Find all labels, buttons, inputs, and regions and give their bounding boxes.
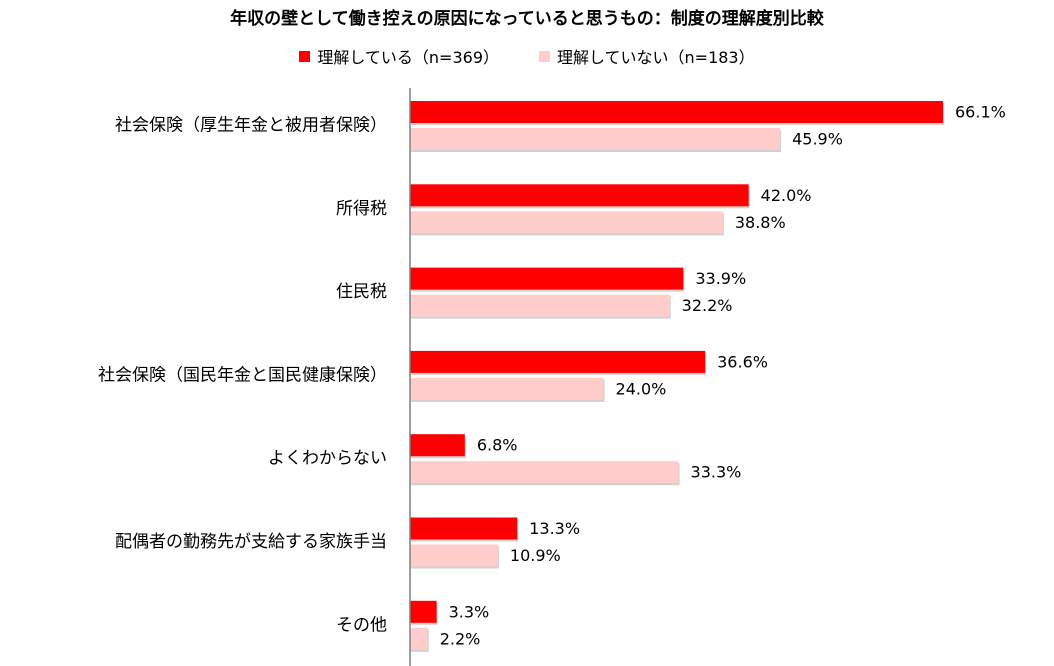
data-label: 32.2% [682, 296, 733, 315]
legend-swatch-understand [299, 50, 311, 62]
data-label: 2.2% [440, 629, 481, 648]
category-label: 所得税 [336, 199, 387, 219]
data-label: 33.9% [695, 269, 746, 288]
data-label: 45.9% [792, 130, 843, 149]
bar-not-understand [410, 627, 428, 650]
legend: 理解している（n=369） 理解していない（n=183） [0, 44, 1054, 68]
legend-swatch-not-understand [539, 50, 550, 62]
data-label: 24.0% [616, 379, 667, 398]
bar-not-understand [410, 377, 604, 400]
bar-understand [410, 600, 437, 623]
category-label: その他 [336, 615, 387, 635]
bar-understand [410, 350, 706, 373]
data-label: 3.3% [449, 602, 490, 621]
bar-not-understand [410, 294, 670, 317]
bar-understand [410, 434, 465, 457]
legend-label-understand: 理解している（n=369） [317, 48, 499, 67]
category-label: 住民税 [336, 282, 387, 302]
category-label: よくわからない [268, 449, 387, 469]
data-label: 66.1% [955, 103, 1006, 122]
legend-item-not-understand: 理解していない（n=183） [539, 44, 755, 68]
data-label: 42.0% [761, 186, 812, 205]
data-label: 6.8% [477, 436, 518, 455]
category-label: 社会保険（国民年金と国民健康保険） [98, 365, 387, 385]
data-label: 10.9% [510, 546, 561, 565]
category-label: 配偶者の勤務先が支給する家族手当 [115, 532, 387, 552]
bar-understand [410, 517, 518, 540]
bar-understand [410, 267, 684, 290]
bar-understand [410, 101, 943, 123]
legend-item-understand: 理解している（n=369） [299, 44, 499, 68]
data-label: 33.3% [691, 463, 742, 482]
data-label: 38.8% [735, 213, 786, 232]
bar-not-understand [410, 461, 679, 484]
data-label: 13.3% [529, 519, 580, 538]
bar-not-understand [410, 128, 781, 150]
bar-not-understand [410, 544, 498, 567]
chart-title: 年収の壁として働き控えの原因になっていると思うもの：制度の理解度別比較 [230, 9, 824, 29]
bar-not-understand [410, 211, 723, 234]
legend-label-not-understand: 理解していない（n=183） [557, 48, 755, 67]
bar-understand [410, 184, 749, 207]
category-label: 社会保険（厚生年金と被用者保険） [115, 116, 387, 136]
data-label: 36.6% [717, 352, 768, 371]
